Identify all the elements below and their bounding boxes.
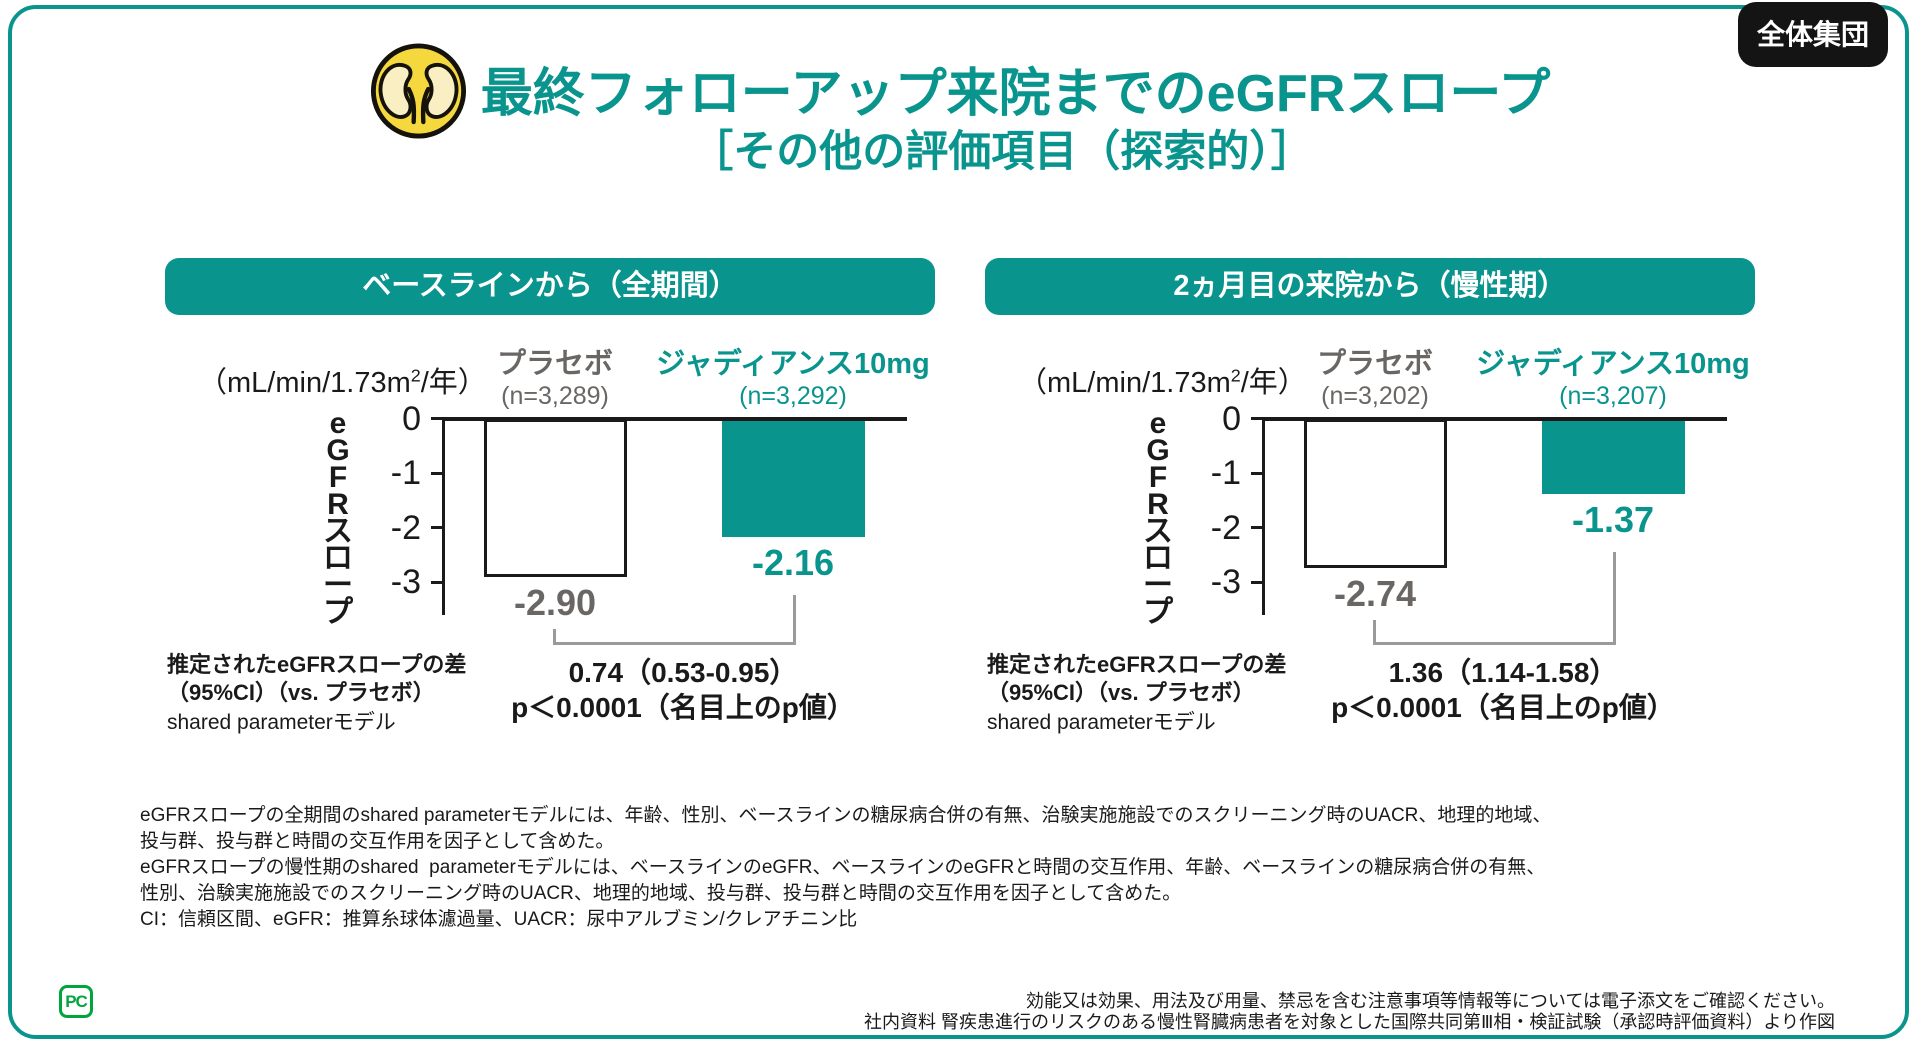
y-tick [431,417,442,420]
treatment-bar [722,419,865,537]
placebo-value: -2.90 [513,582,597,623]
placebo-bar [484,419,627,577]
treatment-label: ジャディアンス10mg (n=3,207) [1476,348,1750,410]
y-axis-unit: （mL/min/1.73m2/年） [1018,365,1307,399]
zero-line [1262,417,1727,421]
y-axis-line [442,419,445,615]
p-value: p＜0.0001（名目上のp値） [1331,692,1675,723]
tick-label-3: -3 [390,563,421,601]
panel-header: ベースラインから（全期間） [165,258,935,315]
footnotes: eGFRスロープの全期間のshared parameterモデルには、年齢、性別… [140,803,1551,933]
footnote-line: eGFRスロープの慢性期のshared parameterモデルには、ベースライ… [140,857,1546,878]
y-tick [1251,472,1262,475]
bracket-left-tick [1373,620,1376,645]
kidney-icon [370,41,467,146]
placebo-value: -2.74 [1333,573,1417,614]
page-border [8,5,1909,1039]
footnote-line: CI：信頼区間、eGFR：推算糸球体濾過量、UACR：尿中アルブミン/クレアチニ… [140,909,858,930]
treatment-label: ジャディアンス10mg (n=3,292) [656,348,930,410]
y-axis-line [1262,419,1265,615]
page-subtitle: ［その他の評価項目（探索的）］ [690,128,1314,176]
p-value: p＜0.0001（名目上のp値） [511,692,855,723]
difference-value: 1.36（1.14-1.58） [1388,657,1618,688]
annotation: 推定されたeGFRスロープの差 （95%CI）（vs. プラセボ） shared… [167,652,467,734]
source-note: 効能又は効果、用法及び用量、禁忌を含む注意事項等情報等については電子添文をご確認… [864,991,1835,1033]
footnote-line: 性別、治験実施施設でのスクリーニング時のUACR、地理的地域、投与群、投与群と時… [140,883,1182,904]
source-line: 効能又は効果、用法及び用量、禁忌を含む注意事項等情報等については電子添文をご確認… [1025,991,1835,1011]
difference-value: 0.74（0.53-0.95） [568,657,798,688]
treatment-value: -1.37 [1571,499,1655,540]
tick-label-0: 0 [1222,400,1241,438]
treatment-bar [1542,419,1685,494]
annotation: 推定されたeGFRスロープの差 （95%CI）（vs. プラセボ） shared… [987,652,1287,734]
tick-label-1: -1 [1210,454,1241,492]
population-badge: 全体集団 [1738,2,1888,67]
bracket-bar [553,642,796,645]
placebo-label: プラセボ (n=3,289) [496,348,613,410]
tick-label-0: 0 [402,400,421,438]
y-tick [431,472,442,475]
treatment-value: -2.16 [751,542,835,583]
placebo-label: プラセボ (n=3,202) [1316,348,1433,410]
tick-label-2: -2 [1210,509,1241,547]
page-title: 最終フォローアップ来院までのeGFRスロープ [480,64,1551,123]
footnote-line: 投与群、投与群と時間の交互作用を因子として含めた。 [140,831,615,852]
bracket-bar [1373,642,1616,645]
bracket-right-tick [793,595,796,645]
placebo-bar [1304,419,1447,568]
bracket-right-tick [1613,552,1616,645]
y-tick [1251,581,1262,584]
y-axis-unit: （mL/min/1.73m2/年） [198,365,487,399]
tick-label-2: -2 [390,509,421,547]
panel-header: 2ヵ月目の来院から（慢性期） [985,258,1755,315]
y-tick [431,581,442,584]
title-row: 最終フォローアップ来院までのeGFRスロープ [0,41,1920,146]
source-line: 社内資料 腎疾患進行のリスクのある慢性腎臓病患者を対象とした国際共同第Ⅲ相・検証… [863,1012,1835,1032]
pc-logo: PC [59,985,93,1018]
y-tick [1251,526,1262,529]
y-tick [1251,417,1262,420]
tick-label-3: -3 [1210,563,1241,601]
y-tick [431,526,442,529]
footnote-line: eGFRスロープの全期間のshared parameterモデルには、年齢、性別… [140,805,1552,826]
bracket-left-tick [553,629,556,645]
tick-label-1: -1 [390,454,421,492]
zero-line [442,417,907,421]
